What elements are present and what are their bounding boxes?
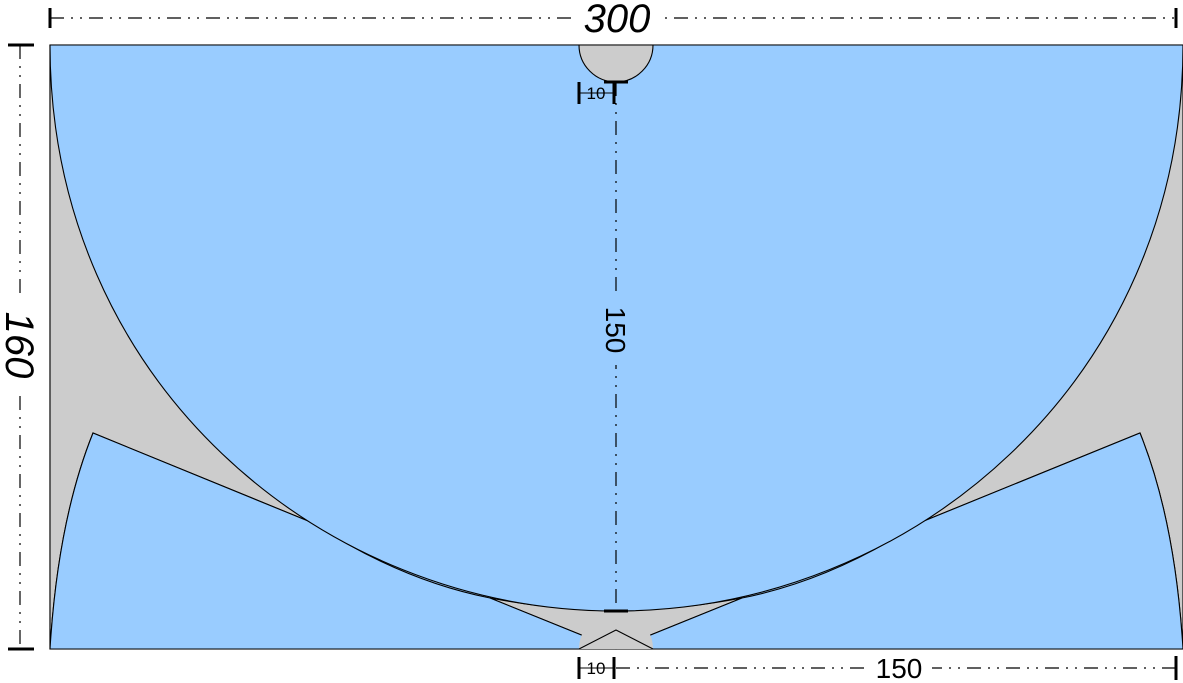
top-hole-dimension: 10 — [577, 82, 616, 104]
bottom-dimension-label-bg — [866, 652, 932, 683]
bottom-hole-dimension-label: 10 — [587, 659, 606, 678]
left-dimension: 160 — [0, 43, 41, 651]
top-dimension-label-bg — [572, 0, 662, 36]
top-hole-dimension-label: 10 — [587, 84, 606, 103]
radius-dimension-label: 150 — [600, 307, 631, 354]
bottom-hole-notch — [578, 629, 654, 650]
bottom-hole-dimension: 10 — [577, 657, 616, 679]
bottom-dimension: 150 — [616, 652, 1178, 683]
top-dimension-label: 300 — [584, 0, 651, 41]
bottom-dimension-label: 150 — [876, 653, 923, 683]
lower-lobes — [49, 432, 1183, 650]
radius-dimension: 150 — [600, 80, 631, 613]
radius-dimension-label-bg — [601, 295, 631, 365]
left-dimension-label: 160 — [0, 312, 41, 379]
top-dimension: 300 — [48, 0, 1178, 41]
left-dimension-label-bg — [0, 300, 40, 390]
